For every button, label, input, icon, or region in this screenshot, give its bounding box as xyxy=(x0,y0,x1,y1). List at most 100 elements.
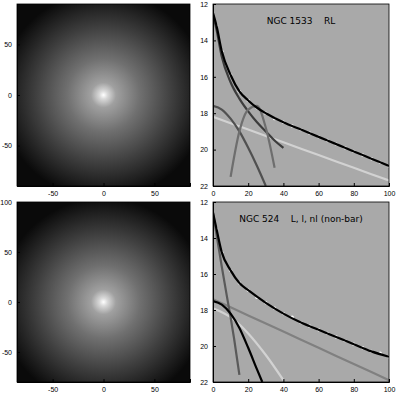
axis-line xyxy=(214,5,217,187)
tick: 0 xyxy=(102,183,106,197)
model-curve xyxy=(213,301,262,382)
axis-line xyxy=(18,5,21,187)
tick-mark xyxy=(389,379,390,382)
plot-frame xyxy=(17,202,190,382)
tick: 18 xyxy=(200,110,216,117)
tick: 20 xyxy=(200,343,216,350)
tick-mark xyxy=(213,310,216,311)
tick-label: 20 xyxy=(245,190,253,197)
tick-mark xyxy=(17,302,20,303)
galaxy-image xyxy=(17,202,190,382)
tick: 50 xyxy=(4,41,20,48)
tick-label: 0 xyxy=(102,386,106,393)
tick-mark xyxy=(319,379,320,382)
tick-label: -50 xyxy=(2,349,12,356)
tick-label: 100 xyxy=(384,190,396,197)
y-axis: -50 0 50 100 xyxy=(0,199,20,383)
tick-mark xyxy=(104,183,105,186)
model-curve xyxy=(213,106,266,186)
model-curve xyxy=(213,117,389,181)
model-curve xyxy=(213,213,389,357)
tick-mark xyxy=(354,379,355,382)
tick-mark xyxy=(213,382,216,383)
tick: 16 xyxy=(200,74,216,81)
tick: 20 xyxy=(200,146,216,153)
tick: 22 xyxy=(200,183,216,190)
tick-label: 0 xyxy=(8,299,12,306)
tick-label: 0 xyxy=(212,386,216,393)
tick-label: 18 xyxy=(200,307,208,314)
tick-label: 100 xyxy=(0,199,12,206)
tick-label: 14 xyxy=(200,37,208,44)
tick-mark xyxy=(154,183,155,186)
tick-mark xyxy=(213,346,216,347)
tick: 22 xyxy=(200,379,216,386)
tick: 50 xyxy=(4,249,20,256)
tick-label: 0 xyxy=(102,190,106,197)
plot-frame xyxy=(213,4,389,186)
tick-mark xyxy=(213,150,216,151)
plot-area xyxy=(213,4,389,186)
plot-background xyxy=(213,202,389,382)
tick-mark xyxy=(213,77,216,78)
x-axis: -50050 xyxy=(18,183,191,197)
tick-label: 12 xyxy=(200,1,208,8)
panel: -50050-50050 xyxy=(0,0,207,199)
tick-label: 50 xyxy=(151,386,159,393)
tick-mark xyxy=(104,379,105,382)
panel: 020406080100121416182022NGC 524 L, l, nl… xyxy=(200,199,395,393)
tick: 20 xyxy=(245,379,253,393)
tick-mark xyxy=(213,186,216,187)
plot-frame xyxy=(17,4,190,186)
tick-label: 80 xyxy=(350,386,358,393)
tick: 50 xyxy=(151,183,159,197)
tick-label: 18 xyxy=(200,110,208,117)
model-curve xyxy=(231,106,275,177)
axis-line xyxy=(18,379,191,383)
tick-mark xyxy=(354,183,355,186)
tick-label: 20 xyxy=(245,386,253,393)
axis-line xyxy=(214,183,390,187)
tick-mark xyxy=(213,202,216,203)
tick-label: 22 xyxy=(200,379,208,386)
tick-mark xyxy=(154,379,155,382)
tick-label: 16 xyxy=(200,74,208,81)
tick: 18 xyxy=(200,307,216,314)
tick: 80 xyxy=(350,183,358,197)
tick: 100 xyxy=(0,199,20,206)
tick-mark xyxy=(248,379,249,382)
chart-title: NGC 1533 RL xyxy=(267,16,335,26)
tick-mark xyxy=(213,113,216,114)
tick: 20 xyxy=(245,183,253,197)
tick: 40 xyxy=(280,379,288,393)
tick-mark xyxy=(283,183,284,186)
y-axis: 121416182022 xyxy=(200,199,216,386)
tick-mark xyxy=(17,146,20,147)
tick: -50 xyxy=(2,142,20,149)
model-curve xyxy=(213,213,239,375)
tick: 100 xyxy=(384,183,396,197)
figure: -50050-50050020406080100121416182022NGC … xyxy=(0,0,396,396)
panel: -50 0 50 -50 0 50 100 xyxy=(0,198,207,396)
model-curve xyxy=(213,308,283,380)
tick-label: 22 xyxy=(200,183,208,190)
x-axis: 020406080100 xyxy=(212,379,396,393)
tick-mark xyxy=(17,252,20,253)
axis-line xyxy=(18,203,21,383)
x-axis: -50 0 50 xyxy=(18,379,191,393)
tick-label: 50 xyxy=(4,41,12,48)
tick-label: -50 xyxy=(48,386,58,393)
tick-label: 40 xyxy=(280,386,288,393)
plot-frame xyxy=(213,202,389,382)
tick-label: 0 xyxy=(212,190,216,197)
tick-label: 14 xyxy=(200,235,208,242)
tick-mark xyxy=(53,379,54,382)
y-axis: -50050 xyxy=(2,5,20,187)
tick: 100 xyxy=(384,379,396,393)
tick-label: 50 xyxy=(151,190,159,197)
model-curve xyxy=(213,15,283,148)
tick-mark xyxy=(213,40,216,41)
tick-mark xyxy=(248,183,249,186)
x-axis: 020406080100 xyxy=(212,183,396,197)
plot-background xyxy=(213,4,389,186)
